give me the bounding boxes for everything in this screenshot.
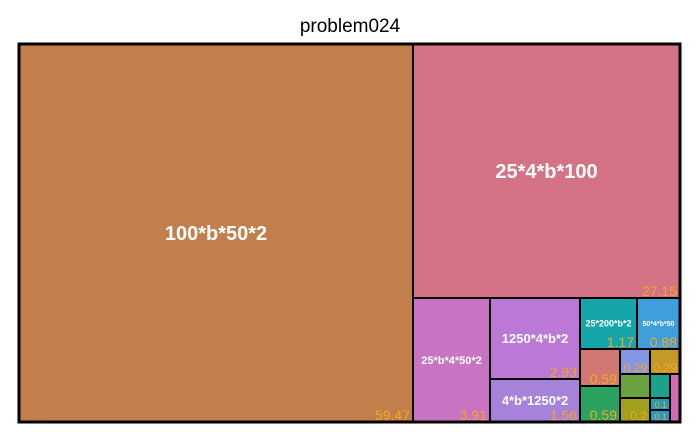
tile-rect (412, 297, 491, 423)
tile-value: 0.88 (650, 334, 677, 350)
treemap-tile: 0.1 (649, 397, 671, 411)
tile-value: 0.29 (654, 361, 678, 375)
treemap-tile (619, 373, 651, 399)
treemap-frame (17, 42, 682, 424)
treemap-tile: 0.2 (619, 397, 651, 423)
treemap-tile (649, 373, 671, 399)
treemap-tile: 25*4*b*100 27.15 (412, 43, 681, 299)
treemap-tile: 25*200*b*2 1.17 (579, 297, 638, 350)
treemap-tile: 25*b*4*50*2 3.91 (412, 297, 491, 423)
tile-value: 59.47 (375, 407, 410, 423)
treemap-tile: 50*4*b*50 0.88 (636, 297, 681, 350)
tile-value: 0.29 (624, 361, 648, 375)
tile-label: 1250*4*b*2 (502, 331, 569, 346)
tile-value: 1.17 (607, 334, 634, 350)
treemap-tile: 0.1 (649, 409, 671, 423)
tile-value: 0.2 (630, 409, 647, 423)
tile-label: 25*200*b*2 (585, 319, 631, 329)
treemap-tile: 100*b*50*2 59.47 (18, 43, 414, 423)
tile-rect (579, 297, 638, 350)
treemap-tile: 0.29 (619, 348, 651, 375)
treemap-tile: 1250*4*b*2 2.93 (489, 297, 581, 380)
tile-value: 0.1 (654, 412, 667, 422)
tile-value: 0.59 (590, 371, 617, 387)
treemap-tile: 4*b*1250*21.56 (489, 378, 581, 423)
treemap-tile: 0.59 (579, 385, 621, 423)
tile-value: 2.93 (550, 364, 577, 380)
tile-rect (619, 348, 651, 375)
tile-value: 27.15 (642, 283, 677, 299)
chart-title: problem024 (299, 16, 401, 37)
tile-rect (649, 348, 681, 375)
tile-rect (619, 373, 651, 399)
tile-value: 3.91 (460, 407, 487, 423)
tile-rect (489, 378, 581, 423)
tile-rect (636, 297, 681, 350)
treemap-tile: 0.59 (579, 348, 621, 387)
tile-value: 1.56 (550, 407, 577, 423)
tile-label: 25*4*b*100 (495, 161, 597, 183)
tile-label: 100*b*50*2 (165, 223, 267, 245)
tile-label: 4*b*1250*2 (502, 393, 569, 408)
tile-value: 0.1 (654, 400, 667, 410)
treemap-tile: 0.29 (649, 348, 681, 375)
tile-rect (649, 373, 671, 399)
tile-label: 50*4*b*50 (643, 321, 675, 328)
tile-label: 25*b*4*50*2 (421, 355, 482, 367)
tile-value: 0.59 (590, 407, 617, 423)
